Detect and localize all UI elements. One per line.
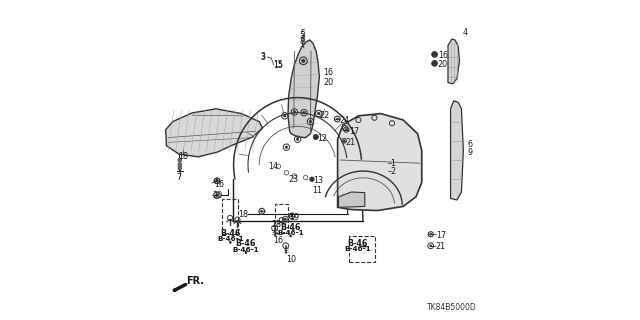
Polygon shape — [451, 101, 463, 200]
Text: TK84B5000D: TK84B5000D — [427, 303, 477, 312]
Text: 12: 12 — [317, 134, 327, 143]
Bar — [349, 236, 375, 262]
Circle shape — [336, 118, 339, 120]
Text: 10: 10 — [285, 255, 296, 264]
Text: 16: 16 — [438, 51, 448, 60]
Circle shape — [309, 120, 312, 123]
Text: 3: 3 — [260, 53, 266, 62]
Text: 14: 14 — [268, 162, 278, 171]
Text: 8: 8 — [300, 37, 305, 46]
Text: B-46: B-46 — [220, 229, 241, 238]
Circle shape — [260, 210, 263, 212]
Circle shape — [429, 233, 432, 235]
Text: 24: 24 — [339, 116, 349, 125]
Text: 3: 3 — [260, 52, 266, 61]
Circle shape — [432, 52, 438, 57]
Text: 20: 20 — [438, 60, 448, 68]
Circle shape — [285, 146, 287, 148]
Text: 20: 20 — [212, 191, 223, 200]
Text: 17: 17 — [436, 231, 446, 240]
Text: 21: 21 — [436, 242, 446, 251]
Circle shape — [432, 60, 438, 66]
Text: 7: 7 — [177, 173, 182, 182]
Circle shape — [343, 140, 345, 142]
Bar — [275, 204, 288, 233]
Circle shape — [345, 129, 348, 131]
Circle shape — [296, 138, 299, 140]
Circle shape — [317, 112, 320, 115]
Circle shape — [178, 163, 182, 167]
Text: 18: 18 — [238, 210, 248, 219]
Polygon shape — [166, 109, 262, 157]
Circle shape — [303, 111, 305, 114]
Text: 18: 18 — [179, 152, 188, 161]
Circle shape — [178, 158, 182, 162]
Circle shape — [291, 215, 293, 217]
Text: 21: 21 — [345, 138, 355, 147]
Text: 6: 6 — [467, 140, 472, 149]
Text: B-46-1: B-46-1 — [232, 247, 259, 252]
Text: 9: 9 — [467, 148, 472, 157]
Text: 22: 22 — [319, 111, 330, 120]
Circle shape — [314, 134, 319, 140]
Text: 19: 19 — [290, 213, 300, 222]
Circle shape — [284, 115, 286, 117]
Circle shape — [178, 166, 182, 170]
Text: 17: 17 — [349, 127, 359, 136]
Text: 5: 5 — [300, 31, 305, 40]
Text: B-46-1: B-46-1 — [344, 246, 371, 252]
Circle shape — [430, 245, 431, 247]
Text: 18: 18 — [271, 220, 282, 229]
Text: 4: 4 — [463, 28, 468, 36]
Text: 11: 11 — [312, 186, 322, 195]
Polygon shape — [339, 192, 365, 207]
Text: 16: 16 — [214, 180, 224, 189]
Text: B-46-1: B-46-1 — [277, 230, 304, 236]
Text: 15: 15 — [274, 60, 284, 69]
Text: 16: 16 — [323, 68, 333, 76]
Circle shape — [302, 59, 305, 62]
Text: 2: 2 — [390, 167, 396, 176]
Text: 8: 8 — [300, 35, 305, 44]
Circle shape — [216, 194, 218, 196]
Text: 20: 20 — [323, 78, 333, 87]
Text: FR.: FR. — [186, 276, 204, 286]
Circle shape — [293, 111, 296, 113]
Circle shape — [216, 180, 218, 182]
Text: 16: 16 — [274, 236, 284, 245]
Text: 1: 1 — [390, 159, 396, 168]
Polygon shape — [448, 39, 460, 84]
Text: B-46: B-46 — [280, 223, 301, 232]
Circle shape — [216, 180, 218, 182]
Bar — [222, 199, 238, 234]
Circle shape — [284, 218, 287, 220]
Circle shape — [310, 177, 314, 181]
Text: 15: 15 — [274, 61, 284, 70]
Text: 5: 5 — [300, 29, 305, 38]
Polygon shape — [288, 40, 319, 138]
Text: B-46-1: B-46-1 — [217, 236, 244, 242]
Polygon shape — [338, 114, 422, 211]
Text: B-46: B-46 — [348, 239, 368, 248]
Text: 23: 23 — [288, 175, 298, 184]
Text: 13: 13 — [313, 176, 323, 185]
Text: B-46: B-46 — [236, 239, 256, 248]
